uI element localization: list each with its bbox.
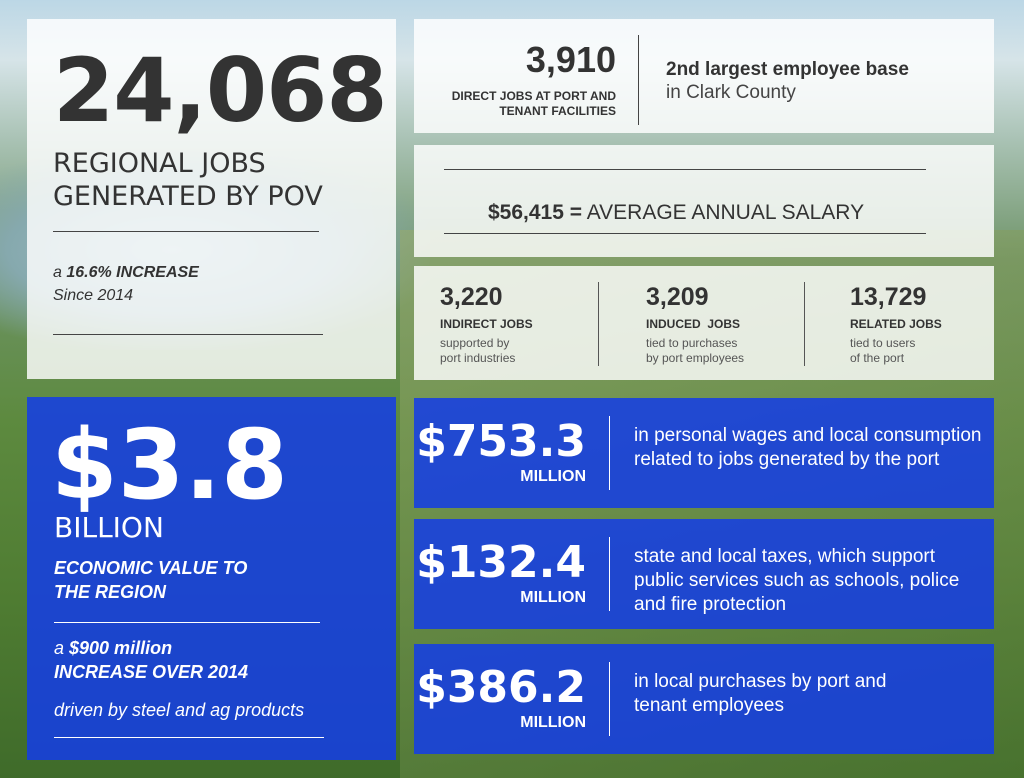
regional-jobs-label-line2: GENERATED BY POV <box>53 181 323 212</box>
divider-vertical <box>804 282 805 366</box>
impact-unit: MILLION <box>520 468 586 485</box>
regional-jobs-label: REGIONAL JOBS GENERATED BY POV <box>53 147 323 213</box>
divider <box>53 231 319 232</box>
desc-line: tied to purchases <box>646 336 738 350</box>
economic-value-unit: BILLION <box>54 511 164 544</box>
employee-base-rank: 2nd largest employee base <box>666 59 909 80</box>
divider <box>54 622 320 623</box>
increase-since: Since 2014 <box>53 287 134 304</box>
increase-amount: $900 million <box>69 638 173 658</box>
desc-line: port industries <box>440 351 516 365</box>
direct-jobs-panel: 3,910 DIRECT JOBS AT PORT AND TENANT FAC… <box>414 19 994 133</box>
desc-line: by port employees <box>646 351 745 365</box>
job-type-number: 3,209 <box>646 283 709 311</box>
increase-prefix: a <box>53 264 67 281</box>
job-type-indirect: 3,220 INDIRECT JOBS supported by port ind… <box>440 282 610 366</box>
divider <box>53 334 323 335</box>
job-type-related: 13,729 RELATED JOBS tied to users of the … <box>850 282 1020 366</box>
job-type-label: INDUCED JOBS <box>646 317 741 331</box>
impact-wages-panel: $753.3 MILLION in personal wages and loc… <box>414 398 994 508</box>
regional-jobs-panel: 24,068 REGIONAL JOBS GENERATED BY POV a … <box>27 19 396 379</box>
job-type-label: RELATED JOBS <box>850 317 942 331</box>
economic-value-panel: $3.8 BILLION ECONOMIC VALUE TO THE REGIO… <box>27 397 396 760</box>
regional-jobs-label-line1: REGIONAL JOBS <box>53 148 266 179</box>
average-salary: $56,415 = AVERAGE ANNUAL SALARY <box>488 201 864 225</box>
desc-line: of the port <box>850 351 905 365</box>
impact-amount: $386.2 <box>416 662 586 713</box>
divider-vertical <box>609 662 610 736</box>
divider <box>444 169 926 170</box>
desc-line: THE REGION <box>54 582 167 602</box>
employee-base-location: in Clark County <box>666 82 796 103</box>
salary-label: AVERAGE ANNUAL SALARY <box>582 201 865 224</box>
job-types-panel: 3,220 INDIRECT JOBS supported by port ind… <box>414 266 994 380</box>
impact-purchases-panel: $386.2 MILLION in local purchases by por… <box>414 644 994 754</box>
impact-amount: $132.4 <box>416 537 586 588</box>
economic-value-amount: $3.8 <box>51 409 288 521</box>
job-type-description: supported by port industries <box>440 336 610 366</box>
desc-line: tied to users <box>850 336 916 350</box>
desc-line: supported by <box>440 336 510 350</box>
salary-amount: $56,415 = <box>488 201 583 224</box>
job-type-label: INDIRECT JOBS <box>440 317 533 331</box>
caption-line1: DIRECT JOBS AT PORT AND <box>451 89 616 103</box>
economic-value-description: ECONOMIC VALUE TO THE REGION <box>54 556 247 604</box>
divider-vertical <box>638 35 639 125</box>
direct-jobs-caption: DIRECT JOBS AT PORT AND TENANT FACILITIE… <box>396 89 616 119</box>
increase-label: INCREASE OVER 2014 <box>54 662 249 682</box>
desc-line: ECONOMIC VALUE TO <box>54 558 248 578</box>
direct-jobs-number: 3,910 <box>525 39 616 80</box>
divider-vertical <box>598 282 599 366</box>
divider <box>54 737 324 738</box>
regional-jobs-increase: a 16.6% INCREASE Since 2014 <box>53 261 199 307</box>
job-type-description: tied to purchases by port employees <box>646 336 816 366</box>
impact-description: in local purchases by port and tenant em… <box>634 671 887 716</box>
impact-unit: MILLION <box>520 589 586 606</box>
impact-description: in personal wages and local consumption … <box>634 425 982 470</box>
divider-vertical <box>609 416 610 490</box>
caption-line2: TENANT FACILITIES <box>499 104 616 118</box>
job-type-induced: 3,209 INDUCED JOBS tied to purchases by p… <box>646 282 816 366</box>
impact-taxes-panel: $132.4 MILLION state and local taxes, wh… <box>414 519 994 629</box>
increase-value: 16.6% INCREASE <box>66 264 199 281</box>
regional-jobs-number: 24,068 <box>53 39 388 142</box>
job-type-number: 3,220 <box>440 283 503 311</box>
impact-amount: $753.3 <box>416 416 586 467</box>
economic-value-driver: driven by steel and ag products <box>54 700 305 720</box>
salary-panel: $56,415 = AVERAGE ANNUAL SALARY <box>414 145 994 257</box>
increase-prefix: a <box>54 638 70 658</box>
divider <box>444 233 926 234</box>
impact-description: state and local taxes, which support pub… <box>634 546 960 615</box>
job-type-description: tied to users of the port <box>850 336 1020 366</box>
job-type-number: 13,729 <box>850 283 927 311</box>
economic-value-increase: a $900 million INCREASE OVER 2014 <box>54 636 248 684</box>
divider-vertical <box>609 537 610 611</box>
impact-unit: MILLION <box>520 714 586 731</box>
